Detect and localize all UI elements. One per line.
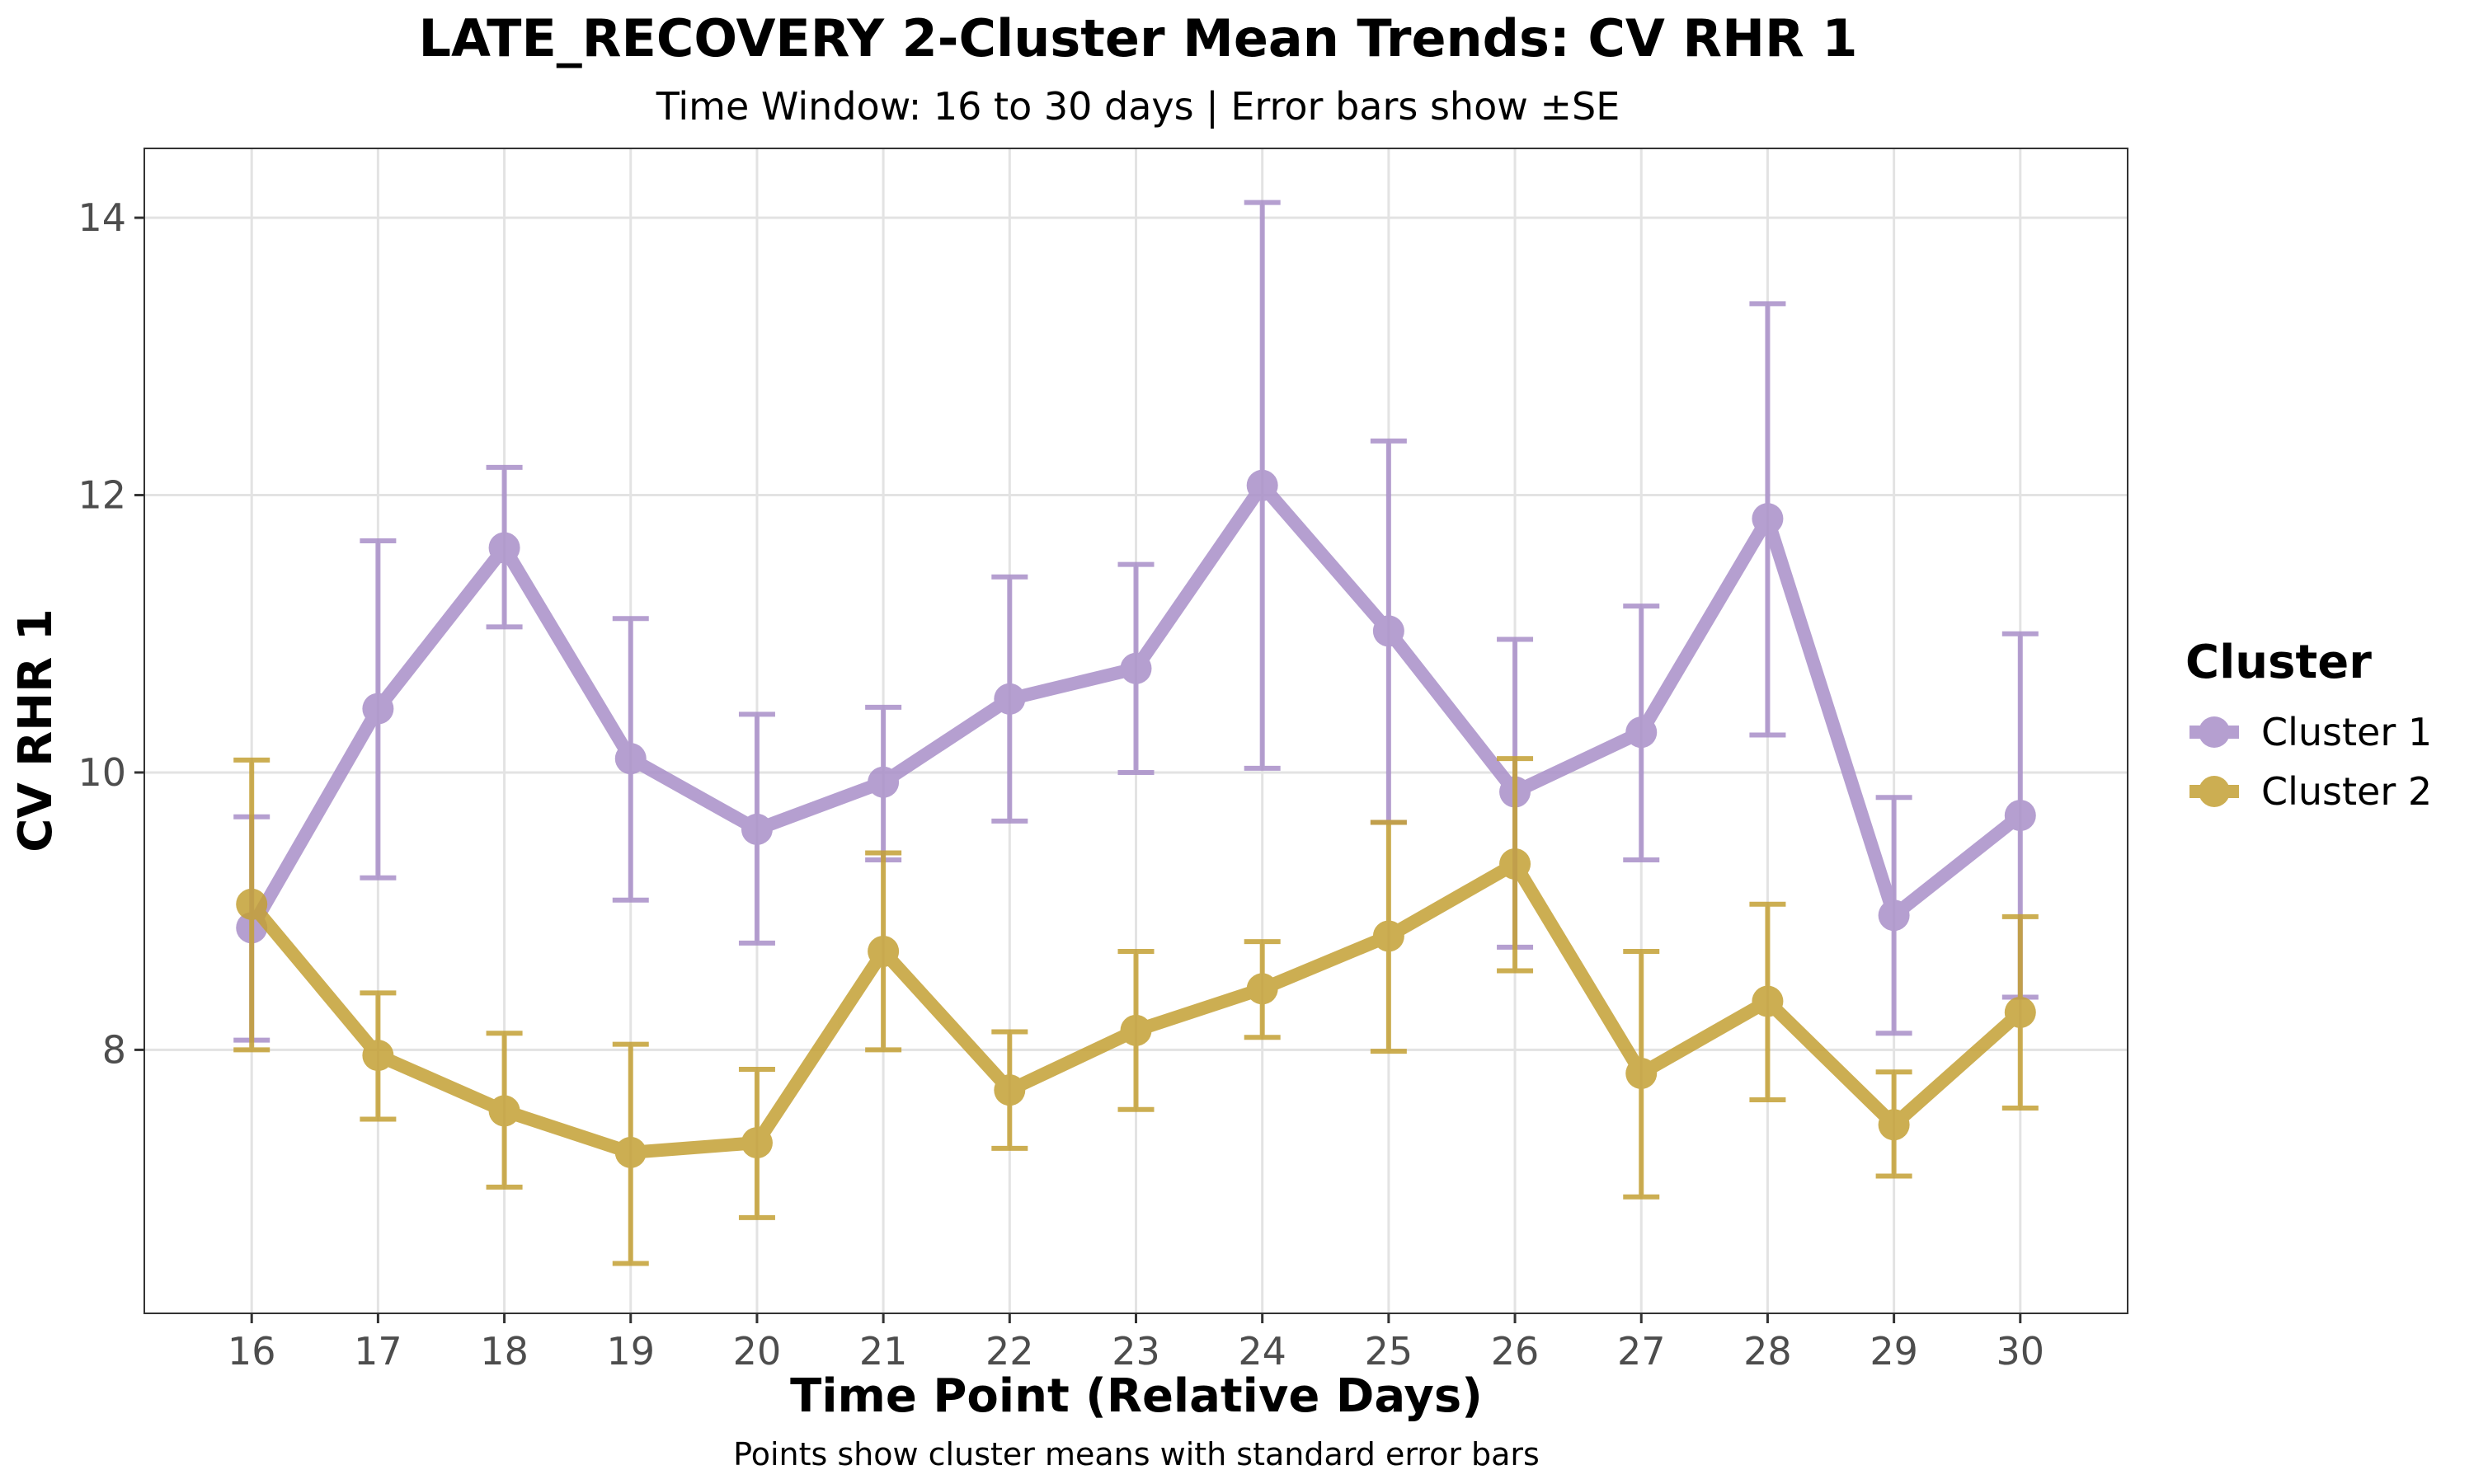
data-point-cluster-2 xyxy=(614,1136,647,1168)
x-axis-title: Time Point (Relative Days) xyxy=(790,1369,1483,1423)
data-point-cluster-2 xyxy=(1878,1109,1910,1141)
legend-entries: Cluster 1 Cluster 2 xyxy=(2189,710,2432,814)
data-point-cluster-1 xyxy=(868,766,900,798)
x-tick-label: 28 xyxy=(1743,1329,1792,1374)
data-point-cluster-1 xyxy=(488,532,520,564)
data-point-cluster-2 xyxy=(1246,973,1278,1005)
data-point-cluster-2 xyxy=(236,888,268,920)
y-axis-title: CV RHR 1 xyxy=(9,608,63,852)
plot-area xyxy=(143,148,2128,1314)
x-axis: 16 17 18 19 20 21 22 23 24 25 26 27 28 29 30 xyxy=(228,1313,2044,1374)
y-tick-label: 14 xyxy=(78,195,126,240)
x-tick-label: 17 xyxy=(354,1329,402,1374)
legend-title: Cluster xyxy=(2185,636,2372,689)
series-layer xyxy=(233,200,2039,1266)
y-tick-label: 10 xyxy=(78,750,126,795)
data-point-cluster-1 xyxy=(1246,469,1278,501)
series-cluster-1 xyxy=(233,200,2039,1043)
data-point-cluster-2 xyxy=(994,1074,1026,1106)
data-point-cluster-1 xyxy=(994,683,1026,715)
chart-caption: Points show cluster means with standard … xyxy=(733,1436,1540,1472)
data-point-cluster-2 xyxy=(1625,1057,1658,1089)
x-tick-label: 20 xyxy=(733,1329,782,1374)
legend-entry-cluster-2 xyxy=(2189,776,2239,807)
chart-subtitle: Time Window: 16 to 30 days | Error bars … xyxy=(656,84,1620,129)
legend-key-point xyxy=(2199,776,2230,807)
legend-label-cluster-2: Cluster 2 xyxy=(2261,769,2432,814)
x-tick-label: 25 xyxy=(1365,1329,1413,1374)
x-tick-label: 29 xyxy=(1870,1329,1918,1374)
legend-entry-cluster-1 xyxy=(2189,716,2239,748)
series-cluster-2 xyxy=(233,756,2039,1266)
data-point-cluster-2 xyxy=(868,935,900,967)
data-point-cluster-2 xyxy=(1499,848,1531,880)
chart-title: LATE_RECOVERY 2-Cluster Mean Trends: CV … xyxy=(418,8,1857,68)
x-tick-label: 18 xyxy=(480,1329,529,1374)
legend-label-cluster-1: Cluster 1 xyxy=(2261,710,2432,754)
y-tick-label: 8 xyxy=(102,1027,126,1072)
x-tick-label: 23 xyxy=(1112,1329,1160,1374)
data-point-cluster-1 xyxy=(1625,716,1658,749)
x-tick-label: 19 xyxy=(606,1329,655,1374)
x-tick-label: 27 xyxy=(1617,1329,1666,1374)
data-point-cluster-1 xyxy=(1878,899,1910,932)
x-tick-label: 16 xyxy=(228,1329,276,1374)
legend: Cluster Cluster 1 Cluster 2 xyxy=(2185,636,2432,814)
x-tick-label: 24 xyxy=(1238,1329,1286,1374)
data-point-cluster-2 xyxy=(1372,920,1404,952)
data-point-cluster-2 xyxy=(1120,1014,1152,1046)
data-point-cluster-1 xyxy=(1120,652,1152,684)
data-point-cluster-1 xyxy=(1372,615,1404,647)
data-point-cluster-1 xyxy=(741,813,773,845)
data-point-cluster-2 xyxy=(362,1040,394,1072)
data-point-cluster-2 xyxy=(1752,985,1784,1017)
data-point-cluster-1 xyxy=(614,743,647,775)
data-point-cluster-2 xyxy=(741,1127,773,1159)
data-point-cluster-1 xyxy=(1752,503,1784,535)
x-tick-label: 21 xyxy=(859,1329,908,1374)
y-axis: 8 10 12 14 xyxy=(78,195,144,1072)
data-point-cluster-2 xyxy=(488,1095,520,1127)
x-tick-label: 26 xyxy=(1491,1329,1540,1374)
y-tick-label: 12 xyxy=(78,473,126,518)
x-tick-label: 30 xyxy=(1997,1329,2045,1374)
data-point-cluster-2 xyxy=(2004,996,2036,1028)
legend-key-point xyxy=(2199,716,2230,748)
data-point-cluster-1 xyxy=(362,693,394,725)
data-point-cluster-1 xyxy=(2004,800,2036,832)
x-tick-label: 22 xyxy=(985,1329,1034,1374)
